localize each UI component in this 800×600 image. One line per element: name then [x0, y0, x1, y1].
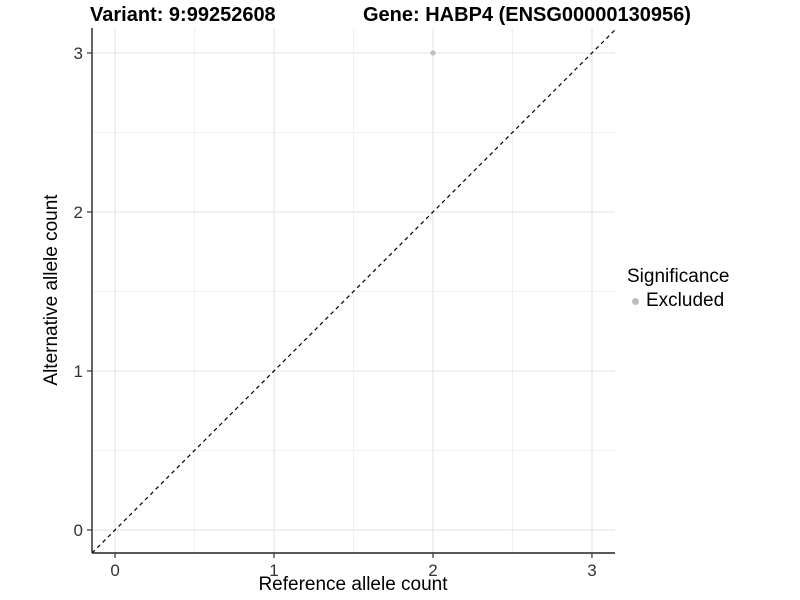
legend: Significance Excluded: [627, 266, 729, 312]
plot-title-gene: Gene: HABP4 (ENSG00000130956): [363, 3, 691, 26]
legend-item-excluded: Excluded: [627, 290, 729, 312]
legend-item-label: Excluded: [646, 290, 725, 311]
x-tick-label: 2: [428, 561, 437, 580]
x-tick-label: 3: [587, 561, 596, 580]
plot-title-variant: Variant: 9:99252608: [90, 3, 276, 26]
y-tick-label: 1: [74, 362, 83, 381]
legend-title: Significance: [627, 266, 730, 287]
legend-point-icon: [632, 297, 639, 305]
x-tick-label: 0: [110, 561, 119, 580]
data-point: [430, 50, 436, 56]
x-tick-label: 1: [269, 561, 278, 580]
y-tick-label: 2: [74, 203, 83, 222]
y-axis-label: Alternative allele count: [41, 194, 62, 386]
y-tick-label: 0: [74, 521, 83, 540]
y-tick-label: 3: [74, 44, 83, 63]
x-axis-label: Reference allele count: [258, 574, 448, 595]
identity-line: [92, 29, 615, 553]
